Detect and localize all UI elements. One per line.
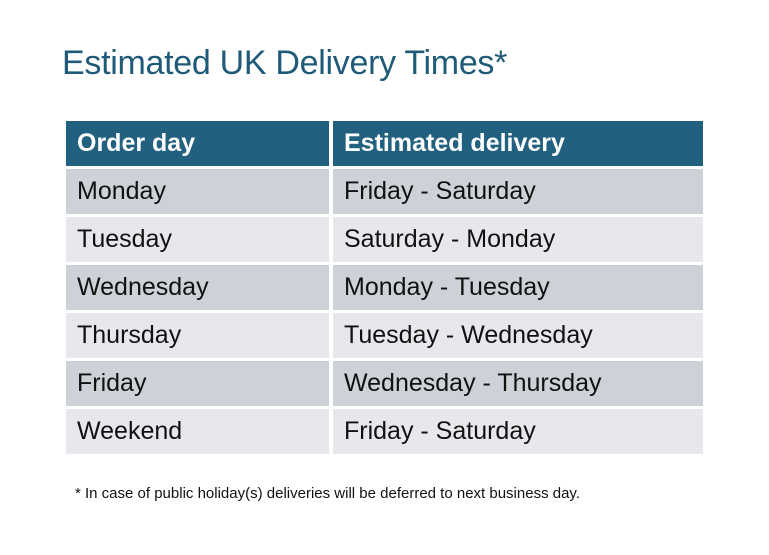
estimated-delivery-cell: Friday - Saturday [333,409,703,454]
table-row: Wednesday Monday - Tuesday [66,265,703,310]
table-row: Tuesday Saturday - Monday [66,217,703,262]
order-day-cell: Wednesday [66,265,329,310]
order-day-cell: Weekend [66,409,329,454]
order-day-cell: Thursday [66,313,329,358]
estimated-delivery-cell: Tuesday - Wednesday [333,313,703,358]
page-title: Estimated UK Delivery Times* [62,44,508,82]
table-row: Weekend Friday - Saturday [66,409,703,454]
estimated-delivery-cell: Wednesday - Thursday [333,361,703,406]
order-day-cell: Friday [66,361,329,406]
table-header-row: Order day Estimated delivery [66,121,703,166]
footnote: * In case of public holiday(s) deliverie… [75,485,580,502]
column-header-order-day: Order day [66,121,329,166]
order-day-cell: Tuesday [66,217,329,262]
table-row: Monday Friday - Saturday [66,169,703,214]
table-row: Friday Wednesday - Thursday [66,361,703,406]
estimated-delivery-cell: Monday - Tuesday [333,265,703,310]
table-row: Thursday Tuesday - Wednesday [66,313,703,358]
estimated-delivery-cell: Saturday - Monday [333,217,703,262]
delivery-table: Order day Estimated delivery Monday Frida… [62,118,707,457]
order-day-cell: Monday [66,169,329,214]
estimated-delivery-cell: Friday - Saturday [333,169,703,214]
column-header-estimated-delivery: Estimated delivery [333,121,703,166]
